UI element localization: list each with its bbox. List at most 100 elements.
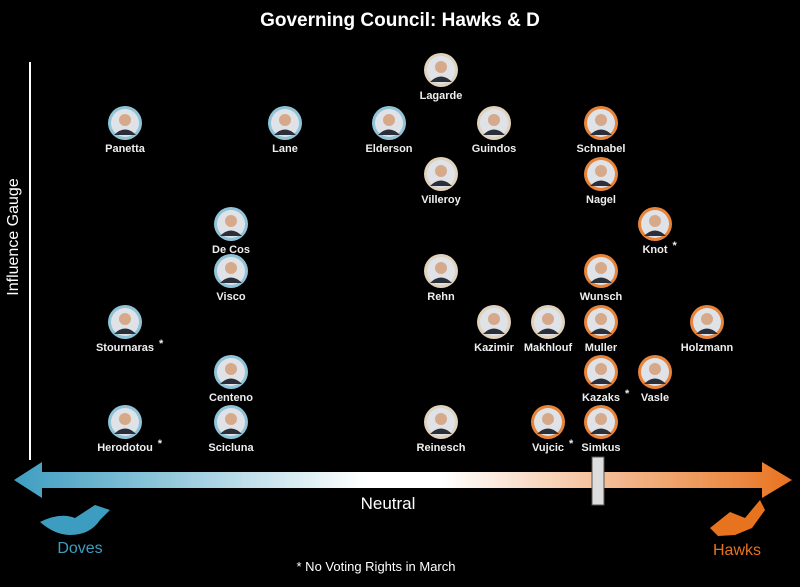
hawk-icon — [710, 500, 765, 536]
portrait-head — [435, 262, 447, 274]
member: Vasle — [638, 355, 672, 404]
portrait-head — [435, 413, 447, 425]
member-name: Kazaks — [582, 392, 620, 404]
portrait-head — [488, 114, 500, 126]
portrait-body — [114, 428, 136, 434]
portrait-body — [483, 328, 505, 334]
member-name: Knot — [642, 244, 667, 256]
portrait-body — [220, 428, 242, 434]
member: Kazimir — [474, 305, 515, 354]
member-name: Lane — [272, 143, 298, 155]
member-name: Muller — [585, 342, 618, 354]
member-name: Vujcic — [532, 442, 564, 454]
portrait-head — [119, 413, 131, 425]
portrait-head — [435, 165, 447, 177]
scale-arrow — [14, 462, 792, 498]
portrait-body — [644, 378, 666, 384]
portrait-body — [537, 328, 559, 334]
portrait-body — [274, 129, 296, 135]
member: Stournaras * — [96, 305, 164, 354]
portrait-body — [644, 230, 666, 236]
portrait-head — [225, 215, 237, 227]
member-name: Visco — [216, 291, 245, 303]
portrait-body — [590, 129, 612, 135]
member-name: Makhlouf — [524, 342, 573, 354]
member: Muller — [584, 305, 618, 354]
member-name: Simkus — [581, 442, 620, 454]
portrait-head — [435, 61, 447, 73]
member: Herodotou * — [97, 405, 163, 454]
member: Scicluna — [208, 405, 254, 454]
portrait-head — [119, 313, 131, 325]
member: Wunsch — [580, 254, 623, 303]
portrait-head — [649, 215, 661, 227]
portrait-head — [542, 413, 554, 425]
member-name: Holzmann — [681, 342, 734, 354]
member-name: Villeroy — [421, 194, 461, 206]
member: Villeroy — [421, 157, 462, 206]
portrait-body — [590, 428, 612, 434]
voting-note: * — [673, 240, 678, 252]
member: Reinesch — [417, 405, 466, 454]
member-name: Herodotou — [97, 442, 153, 454]
member: Lane — [268, 106, 302, 155]
neutral-label: Neutral — [361, 494, 416, 513]
portrait-body — [590, 378, 612, 384]
member: Panetta — [105, 106, 146, 155]
member-name: Schnabel — [577, 143, 626, 155]
member: Centeno — [209, 355, 253, 404]
portrait-head — [225, 363, 237, 375]
member: Lagarde — [420, 53, 462, 102]
member: Makhlouf — [524, 305, 573, 354]
member-name: Centeno — [209, 392, 253, 404]
member-name: Guindos — [472, 143, 517, 155]
member: Vujcic * — [531, 405, 574, 454]
member-name: Reinesch — [417, 442, 466, 454]
portrait-head — [701, 313, 713, 325]
portrait-head — [595, 114, 607, 126]
portrait-body — [483, 129, 505, 135]
portrait-head — [225, 262, 237, 274]
portrait-body — [378, 129, 400, 135]
portrait-body — [537, 428, 559, 434]
member-name: Rehn — [427, 291, 455, 303]
portrait-head — [595, 165, 607, 177]
portrait-head — [595, 262, 607, 274]
footnote: * No Voting Rights in March — [297, 559, 456, 574]
member: Visco — [214, 254, 248, 303]
member: Simkus — [581, 405, 621, 454]
member-name: Nagel — [586, 194, 616, 206]
hawks-label: Hawks — [713, 542, 761, 559]
member-name: Vasle — [641, 392, 669, 404]
portrait-body — [430, 76, 452, 82]
member: Schnabel — [577, 106, 626, 155]
voting-note: * — [158, 438, 163, 450]
portrait-body — [590, 277, 612, 283]
portrait-head — [649, 363, 661, 375]
member-name: Kazimir — [474, 342, 514, 354]
portrait-head — [595, 413, 607, 425]
portrait-head — [225, 413, 237, 425]
portrait-head — [595, 363, 607, 375]
member-name: Stournaras — [96, 342, 154, 354]
portrait-body — [220, 277, 242, 283]
member-name: De Cos — [212, 244, 250, 256]
portrait-body — [114, 328, 136, 334]
member-name: Wunsch — [580, 291, 623, 303]
member: Rehn — [424, 254, 458, 303]
portrait-body — [430, 277, 452, 283]
portrait-body — [430, 428, 452, 434]
portrait-body — [220, 378, 242, 384]
scale-marker — [591, 456, 605, 506]
axis-label: Influence Gauge — [5, 178, 22, 296]
portrait-head — [488, 313, 500, 325]
voting-note: * — [569, 438, 574, 450]
member: Holzmann — [681, 305, 734, 354]
member-name: Elderson — [365, 143, 412, 155]
title: Governing Council: Hawks & D — [260, 10, 540, 31]
portrait-head — [119, 114, 131, 126]
member: Elderson — [365, 106, 413, 155]
voting-note: * — [625, 388, 630, 400]
